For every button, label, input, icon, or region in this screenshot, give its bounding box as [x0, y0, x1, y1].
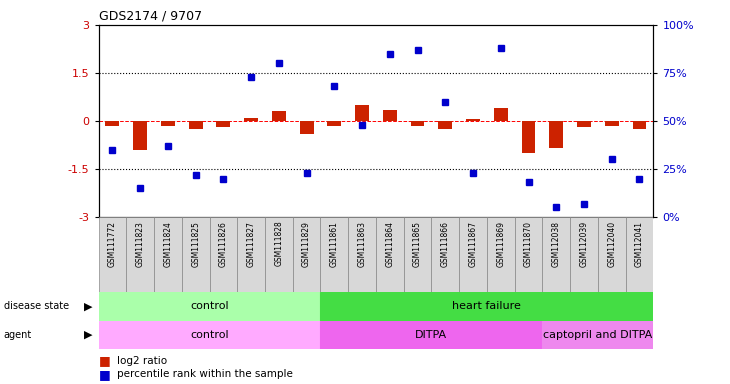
Text: GSM111865: GSM111865 — [413, 221, 422, 267]
Bar — [355, 105, 369, 121]
Bar — [598, 217, 626, 292]
Bar — [542, 217, 570, 292]
Bar — [320, 321, 542, 349]
Text: GSM111828: GSM111828 — [274, 221, 283, 266]
Text: GSM112038: GSM112038 — [552, 221, 561, 267]
Bar — [459, 217, 487, 292]
Bar — [404, 217, 431, 292]
Bar — [577, 121, 591, 127]
Bar — [542, 321, 653, 349]
Bar — [134, 121, 147, 150]
Text: agent: agent — [4, 330, 32, 340]
Bar — [487, 217, 515, 292]
Text: GSM111827: GSM111827 — [247, 221, 255, 266]
Text: ▶: ▶ — [84, 330, 93, 340]
Text: GSM111826: GSM111826 — [219, 221, 228, 266]
Text: GSM111866: GSM111866 — [441, 221, 450, 267]
Bar — [161, 121, 175, 126]
Text: GSM111829: GSM111829 — [302, 221, 311, 266]
Bar — [348, 217, 376, 292]
Bar — [99, 292, 320, 321]
Text: percentile rank within the sample: percentile rank within the sample — [117, 369, 293, 379]
Bar — [154, 217, 182, 292]
Text: GSM111863: GSM111863 — [358, 221, 366, 267]
Bar — [182, 217, 210, 292]
Text: captopril and DITPA: captopril and DITPA — [543, 330, 653, 340]
Text: GSM111824: GSM111824 — [164, 221, 172, 266]
Text: ■: ■ — [99, 354, 110, 367]
Bar — [99, 321, 320, 349]
Text: log2 ratio: log2 ratio — [117, 356, 167, 366]
Bar — [383, 110, 397, 121]
Bar — [299, 121, 313, 134]
Bar — [216, 121, 231, 127]
Bar — [210, 217, 237, 292]
Text: GDS2174 / 9707: GDS2174 / 9707 — [99, 10, 201, 23]
Bar — [438, 121, 453, 129]
Bar — [272, 111, 286, 121]
Bar — [410, 121, 425, 126]
Text: GSM111825: GSM111825 — [191, 221, 200, 266]
Bar — [126, 217, 154, 292]
Text: control: control — [191, 301, 228, 311]
Bar — [376, 217, 404, 292]
Text: GSM112041: GSM112041 — [635, 221, 644, 267]
Text: GSM111772: GSM111772 — [108, 221, 117, 267]
Bar — [466, 119, 480, 121]
Bar — [327, 121, 341, 126]
Bar — [320, 292, 653, 321]
Text: GSM111869: GSM111869 — [496, 221, 505, 267]
Bar — [320, 217, 348, 292]
Text: GSM111867: GSM111867 — [469, 221, 477, 267]
Text: DITPA: DITPA — [415, 330, 447, 340]
Bar — [265, 217, 293, 292]
Text: GSM112039: GSM112039 — [580, 221, 588, 267]
Text: control: control — [191, 330, 228, 340]
Bar — [244, 118, 258, 121]
Bar — [570, 217, 598, 292]
Text: GSM111861: GSM111861 — [330, 221, 339, 266]
Bar — [605, 121, 619, 126]
Bar — [237, 217, 265, 292]
Bar — [106, 121, 120, 126]
Text: GSM112040: GSM112040 — [607, 221, 616, 267]
Bar — [188, 121, 203, 129]
Text: heart failure: heart failure — [453, 301, 521, 311]
Bar — [515, 217, 542, 292]
Bar — [633, 121, 647, 129]
Bar — [99, 217, 126, 292]
Bar — [493, 108, 508, 121]
Text: GSM111864: GSM111864 — [385, 221, 394, 267]
Bar — [521, 121, 536, 153]
Text: GSM111823: GSM111823 — [136, 221, 145, 266]
Text: ▶: ▶ — [84, 301, 93, 311]
Text: ■: ■ — [99, 368, 110, 381]
Text: GSM111870: GSM111870 — [524, 221, 533, 267]
Bar — [431, 217, 459, 292]
Bar — [626, 217, 653, 292]
Bar — [293, 217, 320, 292]
Text: disease state: disease state — [4, 301, 69, 311]
Bar — [550, 121, 564, 148]
